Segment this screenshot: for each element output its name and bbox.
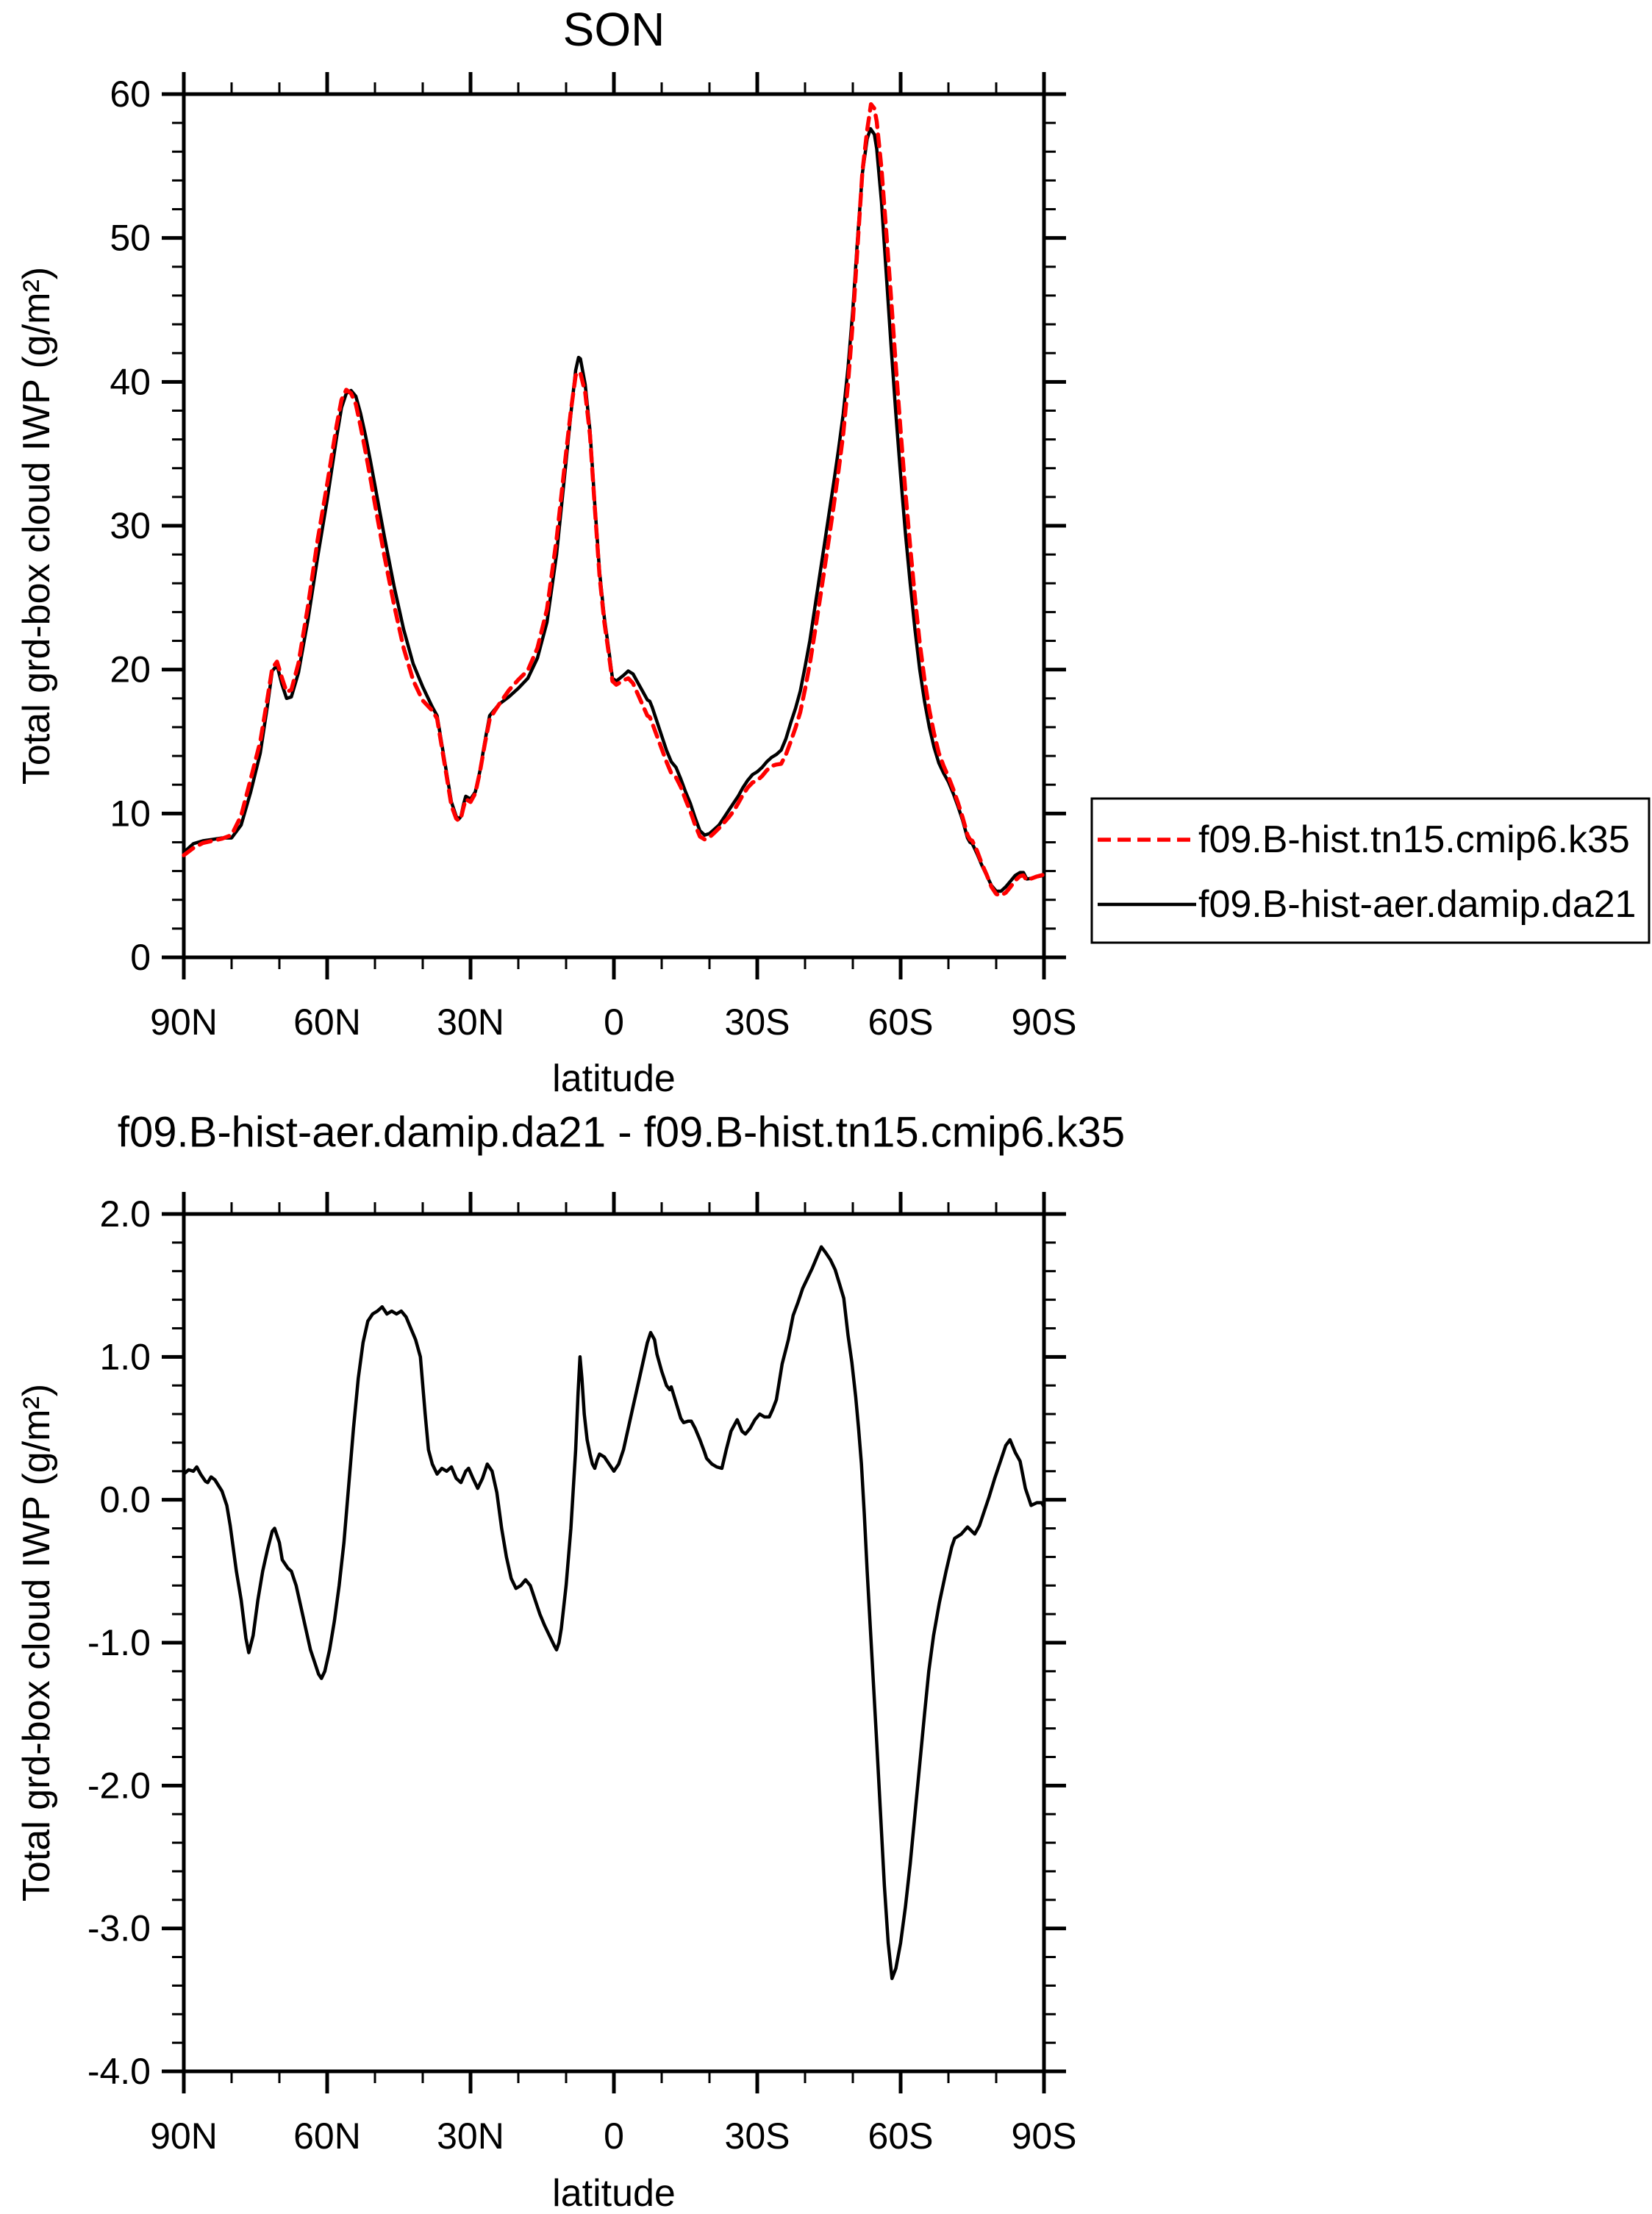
top-xaxis-title: latitude — [552, 1057, 676, 1100]
y-tick-label: 40 — [110, 361, 151, 402]
series-k35-curve — [182, 101, 1046, 898]
x-tick-label: 60S — [868, 1001, 934, 1043]
top-chart: 90N 60N 30N 0 30S 60S 90S 0 10 20 30 40 50 60 — [110, 72, 1076, 1043]
legend: f09.B-hist.tn15.cmip6.k35 f09.B-hist-aer… — [1090, 797, 1651, 944]
x-tick-label: 90S — [1012, 1001, 1077, 1043]
y-tick-label: -3.0 — [87, 1908, 151, 1949]
bottom-chart-title: f09.B-hist-aer.damip.da21 - f09.B-hist.t… — [118, 1109, 1125, 1157]
x-tick-label: 90N — [150, 2115, 218, 2157]
x-tick-label: 90S — [1012, 2115, 1077, 2157]
legend-label-k35: f09.B-hist.tn15.cmip6.k35 — [1198, 818, 1630, 861]
y-tick-label: 2.0 — [99, 1193, 151, 1235]
plot-border — [182, 1212, 1046, 2074]
x-tick-label: 0 — [604, 1001, 624, 1043]
y-tick-label: 30 — [110, 505, 151, 546]
bottom-yaxis-title: Total grd-box cloud IWP (g/m²) — [15, 1384, 58, 1901]
y-tick-label: 0.0 — [99, 1479, 151, 1521]
y-tick-label: 60 — [110, 74, 151, 115]
x-tick-label: 90N — [150, 1001, 218, 1043]
x-tick-label: 60S — [868, 2115, 934, 2157]
y-tick-label: 1.0 — [99, 1336, 151, 1377]
y-tick-label: 50 — [110, 218, 151, 259]
series-da21-curve — [182, 126, 1046, 893]
y-tick-label: -2.0 — [87, 1765, 151, 1806]
x-tick-label: 60N — [293, 2115, 361, 2157]
plot-border — [182, 92, 1046, 960]
bottom-xaxis-title: latitude — [552, 2172, 676, 2214]
y-tick-label: 0 — [130, 937, 151, 978]
x-tick-label: 0 — [604, 2115, 624, 2157]
legend-label-da21: f09.B-hist-aer.damip.da21 — [1198, 883, 1636, 926]
x-tick-label: 60N — [293, 1001, 361, 1043]
top-chart-title: SON — [563, 3, 665, 56]
x-tick-label: 30S — [725, 1001, 790, 1043]
top-yaxis-title: Total grd-box cloud IWP (g/m²) — [15, 267, 58, 785]
bottom-chart: 90N 60N 30N 0 30S 60S 90S -4.0 -3.0 -2.0 -1.0 0.0 1.… — [87, 1192, 1077, 2157]
y-tick-label: 20 — [110, 649, 151, 690]
series-diff-curve — [182, 1245, 1046, 1980]
x-tick-label: 30S — [725, 2115, 790, 2157]
legend-box — [1090, 797, 1651, 944]
y-tick-label: 10 — [110, 793, 151, 834]
y-tick-label: -4.0 — [87, 2051, 151, 2092]
y-tick-label: -1.0 — [87, 1622, 151, 1663]
x-tick-label: 30N — [437, 1001, 504, 1043]
x-tick-label: 30N — [437, 2115, 504, 2157]
